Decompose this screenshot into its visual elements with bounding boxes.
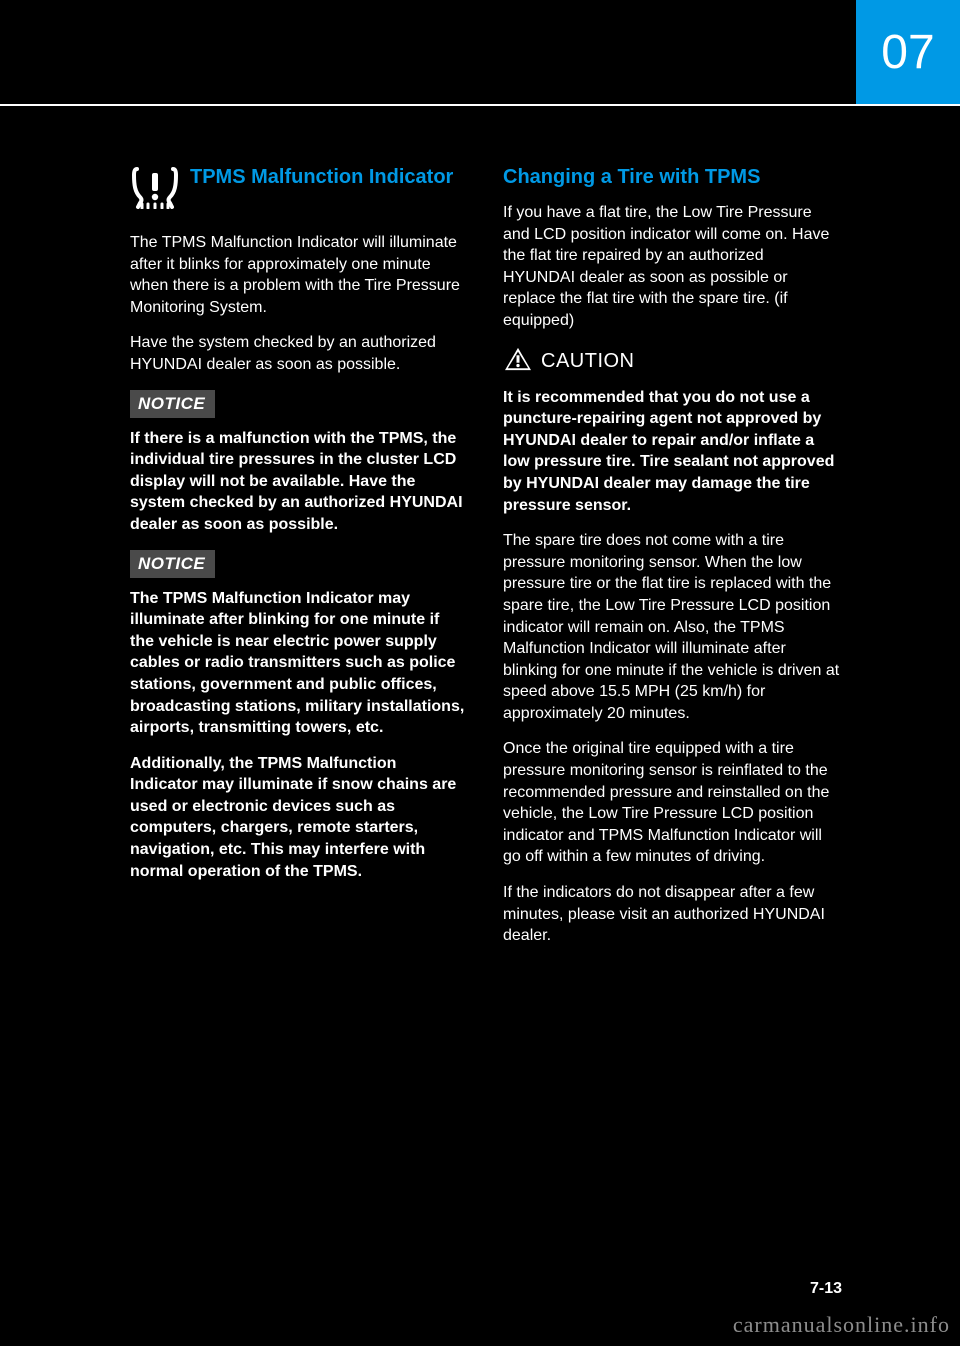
body-text: If the indicators do not disappear after… bbox=[503, 882, 840, 947]
notice-label: NOTICE bbox=[130, 550, 215, 578]
body-text: The TPMS Malfunction Indicator will illu… bbox=[130, 232, 467, 318]
notice-label: NOTICE bbox=[130, 390, 215, 418]
body-text: The spare tire does not come with a tire… bbox=[503, 530, 840, 724]
page: 07 bbox=[0, 0, 960, 1346]
chapter-tab: 07 bbox=[856, 0, 960, 104]
caution-icon bbox=[503, 346, 533, 377]
changing-tire-heading: Changing a Tire with TPMS bbox=[503, 165, 840, 190]
body-text: Have the system checked by an authorized… bbox=[130, 332, 467, 375]
caution-row: CAUTION bbox=[503, 346, 840, 377]
header-divider bbox=[0, 104, 960, 106]
tpms-heading-row: TPMS Malfunction Indicator bbox=[130, 165, 467, 214]
watermark: carmanualsonline.info bbox=[733, 1312, 950, 1338]
left-column: TPMS Malfunction Indicator The TPMS Malf… bbox=[130, 165, 467, 961]
content-area: TPMS Malfunction Indicator The TPMS Malf… bbox=[130, 165, 840, 961]
notice-body: If there is a malfunction with the TPMS,… bbox=[130, 428, 467, 536]
page-number: 7-13 bbox=[810, 1280, 842, 1298]
tpms-heading: TPMS Malfunction Indicator bbox=[190, 165, 453, 190]
body-text: Once the original tire equipped with a t… bbox=[503, 738, 840, 868]
notice-body: Additionally, the TPMS Malfunction Indic… bbox=[130, 753, 467, 883]
caution-label: CAUTION bbox=[541, 350, 635, 373]
right-column: Changing a Tire with TPMS If you have a … bbox=[503, 165, 840, 961]
body-text: If you have a flat tire, the Low Tire Pr… bbox=[503, 202, 840, 332]
chapter-number: 07 bbox=[881, 25, 934, 80]
tpms-icon bbox=[130, 165, 182, 214]
notice-body: The TPMS Malfunction Indicator may illum… bbox=[130, 588, 467, 739]
caution-body: It is recommended that you do not use a … bbox=[503, 387, 840, 517]
